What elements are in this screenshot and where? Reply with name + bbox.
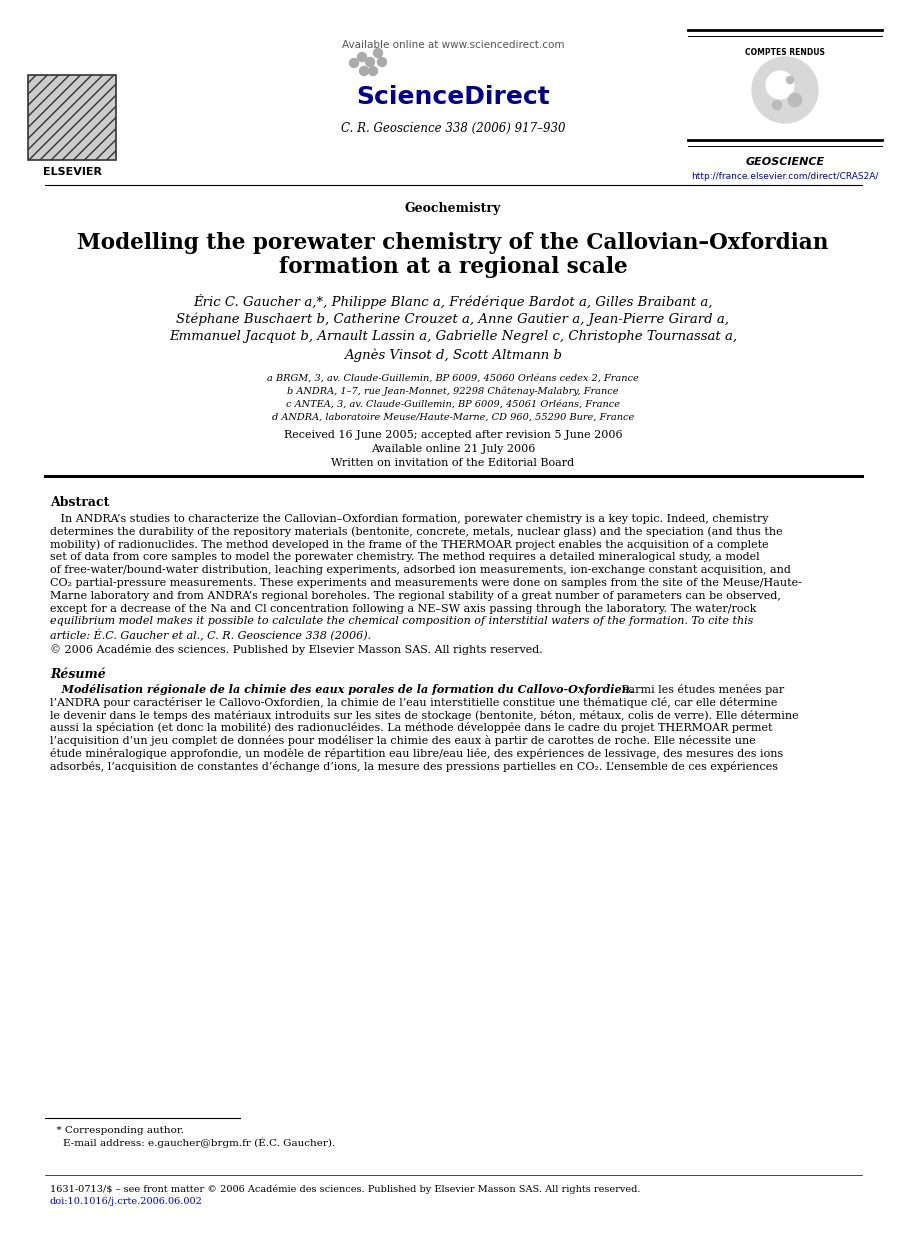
Text: étude minéralogique approfondie, un modèle de répartition eau libre/eau liée, de: étude minéralogique approfondie, un modè… [50, 748, 784, 759]
Text: Received 16 June 2005; accepted after revision 5 June 2006: Received 16 June 2005; accepted after re… [284, 430, 622, 439]
Circle shape [377, 57, 386, 67]
Text: COMPTES RENDUS: COMPTES RENDUS [745, 48, 825, 57]
Text: formation at a regional scale: formation at a regional scale [278, 256, 628, 279]
Text: except for a decrease of the Na and Cl concentration following a NE–SW axis pass: except for a decrease of the Na and Cl c… [50, 604, 756, 614]
Text: d ANDRA, laboratoire Meuse/Haute-Marne, CD 960, 55290 Bure, France: d ANDRA, laboratoire Meuse/Haute-Marne, … [272, 413, 634, 422]
Text: Emmanuel Jacquot b, Arnault Lassin a, Gabrielle Negrel c, Christophe Tournassat : Emmanuel Jacquot b, Arnault Lassin a, Ga… [169, 331, 737, 343]
Text: CO₂ partial-pressure measurements. These experiments and measurements were done : CO₂ partial-pressure measurements. These… [50, 578, 802, 588]
Text: In ANDRA’s studies to characterize the Callovian–Oxfordian formation, porewater : In ANDRA’s studies to characterize the C… [50, 514, 768, 524]
Text: ScienceDirect: ScienceDirect [356, 85, 550, 109]
Circle shape [772, 100, 782, 110]
Circle shape [374, 48, 383, 57]
Text: Résumé: Résumé [50, 669, 106, 681]
Text: Agnès Vinsot d, Scott Altmann b: Agnès Vinsot d, Scott Altmann b [344, 348, 562, 361]
Text: Parmi les études menées par: Parmi les études menées par [618, 685, 785, 695]
Text: adsorbés, l’acquisition de constantes d’échange d’ions, la mesure des pressions : adsorbés, l’acquisition de constantes d’… [50, 761, 778, 771]
Text: Stéphane Buschaert b, Catherine Crouzet a, Anne Gautier a, Jean-Pierre Girard a,: Stéphane Buschaert b, Catherine Crouzet … [177, 312, 729, 326]
Circle shape [752, 57, 818, 123]
Text: determines the durability of the repository materials (bentonite, concrete, meta: determines the durability of the reposit… [50, 527, 783, 537]
Text: b ANDRA, 1–7, rue Jean-Monnet, 92298 Châtenay-Malabry, France: b ANDRA, 1–7, rue Jean-Monnet, 92298 Châ… [288, 387, 619, 396]
Text: doi:10.1016/j.crte.2006.06.002: doi:10.1016/j.crte.2006.06.002 [50, 1197, 203, 1206]
Circle shape [349, 58, 358, 68]
Text: GEOSCIENCE: GEOSCIENCE [746, 157, 824, 167]
Text: Geochemistry: Geochemistry [405, 202, 502, 215]
Text: Modélisation régionale de la chimie des eaux porales de la formation du Callovo-: Modélisation régionale de la chimie des … [50, 685, 634, 695]
Text: equilibrium model makes it possible to calculate the chemical composition of int: equilibrium model makes it possible to c… [50, 617, 754, 626]
Text: C. R. Geoscience 338 (2006) 917–930: C. R. Geoscience 338 (2006) 917–930 [341, 123, 565, 135]
Text: E-mail address: e.gaucher@brgm.fr (É.C. Gaucher).: E-mail address: e.gaucher@brgm.fr (É.C. … [50, 1138, 336, 1149]
Circle shape [357, 52, 366, 62]
Circle shape [366, 57, 375, 67]
Text: l’acquisition d’un jeu complet de données pour modéliser la chimie des eaux à pa: l’acquisition d’un jeu complet de donnée… [50, 735, 756, 747]
Text: aussi la spéciation (et donc la mobilité) des radionucléides. La méthode dévelop: aussi la spéciation (et donc la mobilité… [50, 723, 773, 733]
Circle shape [359, 67, 368, 76]
Text: c ANTEA, 3, av. Claude-Guillemin, BP 6009, 45061 Orléans, France: c ANTEA, 3, av. Claude-Guillemin, BP 600… [286, 400, 620, 409]
Text: * Corresponding author.: * Corresponding author. [50, 1127, 184, 1135]
Text: l’ANDRA pour caractériser le Callovo-Oxfordien, la chimie de l’eau interstitiell: l’ANDRA pour caractériser le Callovo-Oxf… [50, 697, 777, 708]
Text: le devenir dans le temps des matériaux introduits sur les sites de stockage (ben: le devenir dans le temps des matériaux i… [50, 709, 799, 721]
Circle shape [743, 48, 827, 132]
Text: of free-water/bound-water distribution, leaching experiments, adsorbed ion measu: of free-water/bound-water distribution, … [50, 566, 791, 576]
Circle shape [766, 71, 794, 99]
Circle shape [786, 76, 794, 84]
Text: Éric C. Gaucher a,*, Philippe Blanc a, Frédérique Bardot a, Gilles Braibant a,: Éric C. Gaucher a,*, Philippe Blanc a, F… [193, 293, 713, 310]
Text: a BRGM, 3, av. Claude-Guillemin, BP 6009, 45060 Orléans cedex 2, France: a BRGM, 3, av. Claude-Guillemin, BP 6009… [268, 374, 639, 383]
Text: © 2006 Académie des sciences. Published by Elsevier Masson SAS. All rights reser: © 2006 Académie des sciences. Published … [50, 644, 542, 655]
Text: ELSEVIER: ELSEVIER [43, 167, 102, 177]
Text: Written on invitation of the Editorial Board: Written on invitation of the Editorial B… [331, 458, 574, 468]
Text: Marne laboratory and from ANDRA’s regional boreholes. The regional stability of : Marne laboratory and from ANDRA’s region… [50, 591, 781, 600]
Text: 1631-0713/$ – see front matter © 2006 Académie des sciences. Published by Elsevi: 1631-0713/$ – see front matter © 2006 Ac… [50, 1185, 640, 1195]
Text: Abstract: Abstract [50, 496, 110, 509]
Text: Available online at www.sciencedirect.com: Available online at www.sciencedirect.co… [342, 40, 564, 50]
Bar [28, 76, 116, 160]
Circle shape [368, 67, 377, 76]
Text: http://france.elsevier.com/direct/CRAS2A/: http://france.elsevier.com/direct/CRAS2A… [691, 172, 879, 181]
Text: article: É.C. Gaucher et al., C. R. Geoscience 338 (2006).: article: É.C. Gaucher et al., C. R. Geos… [50, 629, 371, 641]
Circle shape [788, 93, 802, 106]
Text: Available online 21 July 2006: Available online 21 July 2006 [371, 444, 535, 454]
Text: mobility) of radionuclides. The method developed in the frame of the THERMOAR pr: mobility) of radionuclides. The method d… [50, 540, 768, 550]
Text: set of data from core samples to model the porewater chemistry. The method requi: set of data from core samples to model t… [50, 552, 760, 562]
Text: Modelling the porewater chemistry of the Callovian–Oxfordian: Modelling the porewater chemistry of the… [77, 232, 829, 254]
